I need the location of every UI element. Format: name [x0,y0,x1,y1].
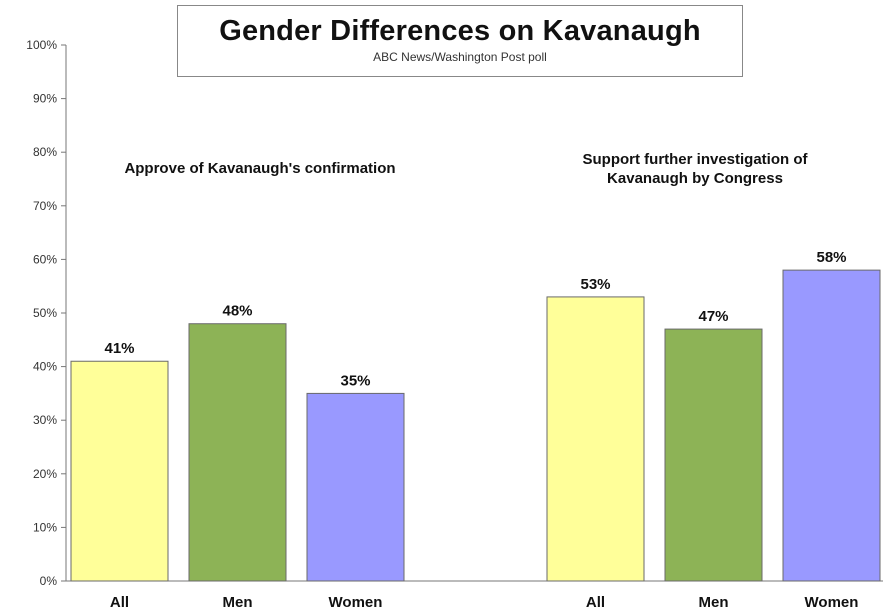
x-category-label: Women [329,594,383,611]
bar-approve-women [306,392,405,582]
y-tick-label: 50% [33,306,57,320]
y-tick-label: 60% [33,252,57,266]
y-axis-ticks: 0% 10% 20% 30% 40% 50% 60% 70% 80% 90% 100% [26,38,66,588]
y-tick-label: 70% [33,199,57,213]
x-category-label: Women [805,594,859,611]
group-title-approve: Approve of Kavanaugh's confirmation [124,160,396,177]
bar-investigation-all [546,296,645,582]
bar-investigation-men [664,328,763,582]
bar-approve-men [188,323,287,582]
y-tick-label: 10% [33,520,57,534]
data-label: 47% [698,308,728,325]
data-label: 41% [104,340,134,357]
y-tick-label: 40% [33,360,57,374]
y-tick-label: 20% [33,467,57,481]
group-title-investigation: Support further investigation of Kavanau… [582,151,808,187]
bars-layer: 41% All 48% Men 35% Women 53% All 47% Men 58% Women [70,249,881,611]
y-tick-label: 100% [26,38,57,52]
data-label: 35% [340,372,370,389]
data-label: 53% [580,276,610,293]
data-label: 58% [816,249,846,266]
x-category-label: Men [223,594,253,611]
chart-title-box: Gender Differences on Kavanaugh ABC News… [177,5,743,77]
y-tick-label: 80% [33,145,57,159]
y-tick-label: 0% [40,574,58,588]
y-tick-label: 90% [33,92,57,106]
x-category-label: All [110,594,129,611]
bar-approve-all [70,360,169,582]
x-category-label: All [586,594,605,611]
bar-investigation-women [782,269,881,582]
x-category-label: Men [699,594,729,611]
chart-title: Gender Differences on Kavanaugh [219,15,701,47]
data-label: 48% [222,303,252,320]
chart-subtitle: ABC News/Washington Post poll [373,50,547,64]
y-tick-label: 30% [33,413,57,427]
